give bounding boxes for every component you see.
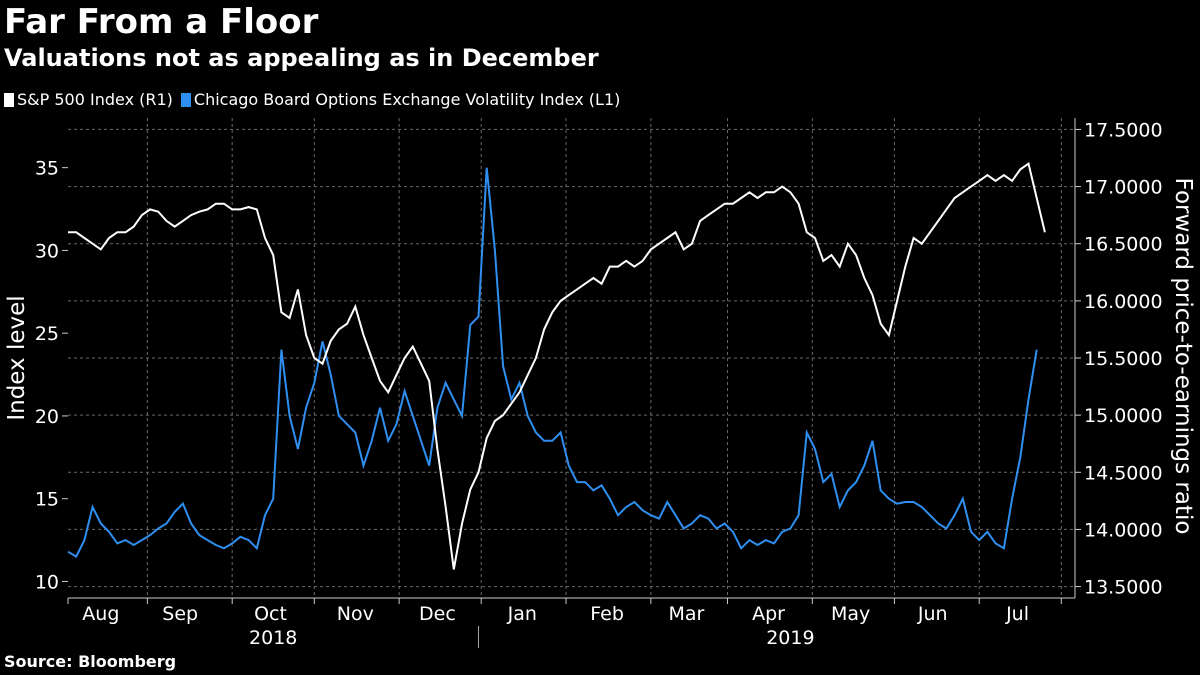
right-tick-label: 17.5000 <box>1084 119 1163 141</box>
x-tick-label: Feb <box>590 603 624 625</box>
right-tick-label: 13.5000 <box>1084 577 1163 599</box>
x-year-label: 2018 <box>249 627 297 649</box>
x-tick-label: Oct <box>254 603 287 625</box>
x-tick-label: Dec <box>419 603 456 625</box>
x-tick-label: Jun <box>917 603 948 625</box>
left-tick-label: 30 <box>35 240 59 262</box>
x-tick-label: Apr <box>752 603 785 625</box>
x-tick-label: Jul <box>1005 603 1029 625</box>
chart-subtitle: Valuations not as appealing as in Decemb… <box>4 44 599 72</box>
legend: S&P 500 Index (R1) Chicago Board Options… <box>4 90 628 109</box>
left-tick-label: 25 <box>35 323 59 345</box>
left-axis-label: Index level <box>4 295 30 420</box>
series-line-sp500 <box>68 162 1046 570</box>
legend-item-sp500[interactable]: S&P 500 Index (R1) <box>4 90 173 109</box>
legend-label-vix: Chicago Board Options Exchange Volatilit… <box>193 90 621 109</box>
right-axis: 13.5000 14.0000 14.5000 15.0000 15.5000 16.00… <box>1074 118 1163 599</box>
right-axis-label: Forward price-to-earnings ratio <box>1170 178 1196 535</box>
left-tick-label: 10 <box>35 571 59 593</box>
legend-swatch-sp500 <box>4 92 14 107</box>
right-tick-label: 16.0000 <box>1084 291 1163 313</box>
x-tick-label: Jan <box>507 603 537 625</box>
x-axis: Aug Sep Oct Nov Dec Jan Feb Mar Apr May Jun Jul 2018… <box>67 597 1075 649</box>
right-tick-label: 15.0000 <box>1084 405 1163 427</box>
x-tick-label: Sep <box>162 603 198 625</box>
left-axis: 10 15 20 25 30 35 <box>35 158 68 593</box>
x-tick-label: Aug <box>82 603 119 625</box>
grid <box>68 118 1075 598</box>
right-tick-label: 16.5000 <box>1084 234 1163 256</box>
x-tick-label: Nov <box>337 603 374 625</box>
right-tick-label: 17.0000 <box>1084 177 1163 199</box>
x-tick-label: May <box>831 603 870 625</box>
legend-item-vix[interactable]: Chicago Board Options Exchange Volatilit… <box>180 90 621 109</box>
series-line-vix <box>67 167 1038 559</box>
source-note: Source: Bloomberg <box>4 652 177 671</box>
chart-title: Far From a Floor <box>4 2 319 42</box>
x-year-label: 2019 <box>766 627 814 649</box>
legend-swatch-vix <box>180 92 191 107</box>
right-tick-label: 14.5000 <box>1084 462 1163 484</box>
left-tick-label: 20 <box>35 406 59 428</box>
x-tick-label: Mar <box>668 603 704 625</box>
right-tick-label: 14.0000 <box>1084 519 1163 541</box>
legend-label-sp500: S&P 500 Index (R1) <box>17 90 173 109</box>
left-tick-label: 35 <box>35 158 59 180</box>
right-tick-label: 15.5000 <box>1084 348 1163 370</box>
left-tick-label: 15 <box>35 489 59 511</box>
